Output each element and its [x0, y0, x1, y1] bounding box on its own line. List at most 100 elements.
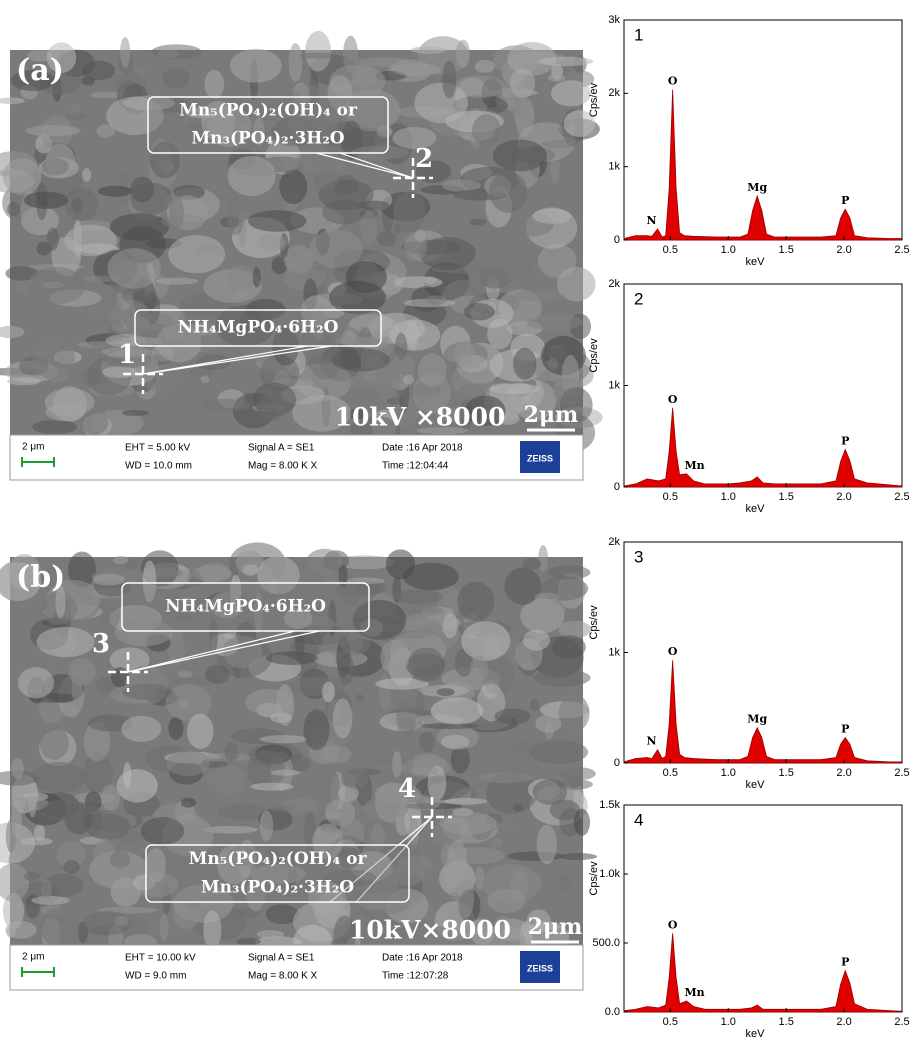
x-tick-label: 1.0 [721, 767, 736, 779]
peak-label: O [668, 645, 678, 658]
texture [550, 80, 592, 107]
texture [391, 63, 441, 77]
texture [436, 688, 455, 697]
texture [542, 598, 566, 619]
texture [560, 873, 572, 893]
texture [509, 68, 536, 98]
texture [547, 74, 566, 82]
texture [271, 256, 287, 275]
texture [32, 420, 78, 435]
texture [215, 305, 275, 347]
texture [393, 191, 426, 233]
texture [229, 48, 282, 83]
texture [374, 782, 408, 823]
texture [114, 618, 173, 647]
info-text: Mag = 8.00 K X [248, 971, 318, 982]
texture [145, 847, 166, 883]
info-text: Signal A = SE1 [248, 953, 315, 964]
texture [156, 323, 202, 363]
peak-label: N [647, 735, 657, 748]
texture [450, 892, 460, 901]
texture [113, 555, 129, 565]
overlay-scale: 2μm [524, 402, 579, 428]
texture [63, 860, 80, 874]
x-tick-label: 0.5 [663, 767, 678, 779]
texture [313, 172, 340, 189]
texture [28, 782, 37, 818]
chart-title: 1 [634, 25, 643, 44]
texture [45, 402, 86, 422]
texture [2, 892, 25, 930]
logo-box [520, 951, 560, 983]
texture [465, 395, 506, 426]
texture [250, 782, 294, 791]
peak-label: Mg [747, 713, 767, 726]
info-text: Signal A = SE1 [248, 443, 315, 454]
texture [39, 697, 64, 723]
texture [457, 581, 495, 622]
peak-label: Mg [747, 181, 767, 194]
annotation-text: NH₄MgPO₄·6H₂O [165, 597, 326, 617]
texture [547, 565, 591, 580]
texture [489, 383, 540, 395]
texture [11, 798, 22, 839]
texture [130, 176, 155, 203]
texture [151, 44, 202, 60]
texture [199, 562, 230, 579]
texture [2, 158, 42, 195]
plot-frame [623, 283, 903, 488]
leader-line [127, 630, 320, 673]
y-tick-label: 1.5k [599, 799, 620, 811]
texture [512, 290, 565, 302]
texture [507, 41, 557, 76]
y-tick-label: 2k [608, 536, 620, 548]
leader-line [339, 152, 414, 179]
texture [83, 721, 111, 762]
x-axis-label: keV [746, 1028, 766, 1040]
texture [419, 731, 436, 753]
texture [187, 713, 214, 750]
x-tick-label: 0.5 [663, 491, 678, 503]
texture [410, 619, 440, 626]
texture [320, 745, 352, 764]
texture [258, 233, 285, 252]
texture [410, 766, 439, 776]
texture [227, 195, 245, 236]
texture [400, 794, 441, 811]
info-text: Date :16 Apr 2018 [382, 443, 463, 454]
texture [403, 562, 459, 591]
annotation-text: Mn₅(PO₄)₂(OH)₄ or [179, 101, 358, 121]
texture [168, 716, 184, 740]
texture [337, 784, 359, 802]
texture [306, 548, 343, 574]
texture [180, 797, 196, 808]
texture [253, 116, 265, 146]
texture [336, 846, 360, 869]
plot-frame [623, 541, 903, 764]
texture [166, 750, 210, 777]
texture [0, 562, 42, 602]
texture [109, 850, 131, 869]
texture [116, 769, 158, 803]
y-tick-label: 0 [614, 757, 620, 769]
texture [122, 95, 176, 111]
spectrum-area [623, 933, 903, 1013]
annotation-box [121, 582, 370, 632]
texture [482, 925, 524, 948]
texture [288, 43, 303, 83]
x-tick-label: 1.0 [721, 1016, 736, 1028]
texture [332, 698, 353, 739]
y-tick-label: 500.0 [592, 937, 620, 949]
texture [0, 97, 26, 105]
texture [289, 83, 324, 116]
texture [267, 805, 294, 812]
texture [0, 325, 25, 339]
y-tick-label: 1.0k [599, 868, 620, 880]
texture [305, 30, 332, 72]
x-tick-label: 2.5 [894, 491, 909, 503]
texture [410, 46, 446, 54]
texture [180, 597, 194, 604]
texture [421, 722, 479, 730]
texture [254, 592, 263, 633]
